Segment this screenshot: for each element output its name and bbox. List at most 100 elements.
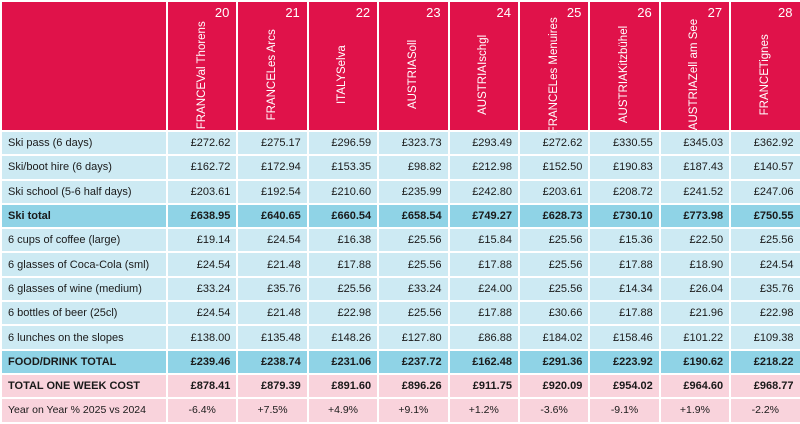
cost-cell: £17.88 xyxy=(588,300,661,327)
cost-cell: £25.56 xyxy=(377,251,450,278)
cost-cell: £891.60 xyxy=(306,372,380,400)
cost-cell: £275.17 xyxy=(236,129,309,157)
cost-cell: £25.56 xyxy=(377,300,450,327)
cost-cell: £17.88 xyxy=(588,251,661,278)
cost-cell: £148.26 xyxy=(306,324,380,351)
table-row: Ski pass (6 days) £272.62 £275.17 £296.59 £3… xyxy=(0,129,800,157)
cost-cell: £127.80 xyxy=(377,324,450,351)
rank-number: 28 xyxy=(778,5,793,20)
cost-cell: +1.9% xyxy=(658,397,732,424)
cost-cell: £135.48 xyxy=(236,324,309,351)
rank-number: 24 xyxy=(496,5,511,20)
cost-cell: £86.88 xyxy=(447,324,520,351)
resort-header: 20 FRANCE Val Thorens xyxy=(165,0,239,132)
cost-cell: £30.66 xyxy=(517,300,591,327)
cost-cell: -3.6% xyxy=(517,397,591,424)
rank-number: 22 xyxy=(355,5,371,20)
cost-cell: £21.48 xyxy=(236,300,309,327)
resort-name: Selva xyxy=(336,45,349,75)
cost-cell: £24.54 xyxy=(165,251,239,278)
cost-cell: £21.48 xyxy=(236,251,309,278)
cost-cell: £638.95 xyxy=(165,202,239,230)
cost-cell: £272.62 xyxy=(165,129,239,157)
table-row: Year on Year % 2025 vs 2024 -6.4% +7.5% +4.… xyxy=(0,397,800,424)
cost-cell: £24.54 xyxy=(165,300,239,327)
cost-cell: £101.22 xyxy=(658,324,732,351)
country-name: FRANCE xyxy=(266,73,279,121)
rank-number: 20 xyxy=(214,5,230,20)
row-label: TOTAL ONE WEEK COST xyxy=(0,372,168,400)
cost-cell: £238.74 xyxy=(236,348,309,375)
cost-cell: £16.38 xyxy=(306,227,380,254)
cost-cell: £153.35 xyxy=(306,154,380,181)
rank-number: 26 xyxy=(637,5,652,20)
row-label: Ski/boot hire (6 days) xyxy=(0,154,168,181)
resort-name: Les Arcs xyxy=(266,29,279,74)
country-name: FRANCE xyxy=(547,85,560,134)
resort-header: 21 FRANCE Les Arcs xyxy=(236,0,309,132)
resort-name: Val Thorens xyxy=(195,20,208,82)
country-name: AUSTRIA xyxy=(406,59,419,110)
resort-header: 23 AUSTRIA Soll xyxy=(377,0,450,132)
cost-cell: £896.26 xyxy=(377,372,450,400)
cost-cell: £33.24 xyxy=(377,275,450,303)
row-label: Ski pass (6 days) xyxy=(0,129,168,157)
table-row: 6 cups of coffee (large) £19.14 £24.54 £16.… xyxy=(0,227,800,254)
table-body: Ski pass (6 days) £272.62 £275.17 £296.59 £3… xyxy=(0,129,800,424)
cost-cell: £187.43 xyxy=(658,154,732,181)
cost-cell: £954.02 xyxy=(588,372,661,400)
resort-header: 26 AUSTRIA Kitzbühel xyxy=(588,0,661,132)
row-label: 6 glasses of Coca-Cola (sml) xyxy=(0,251,168,278)
cost-cell: £98.82 xyxy=(377,154,450,181)
rank-number: 27 xyxy=(707,5,723,20)
cost-cell: £35.76 xyxy=(729,275,800,303)
cost-cell: £235.99 xyxy=(377,178,450,205)
row-label: FOOD/DRINK TOTAL xyxy=(0,348,168,375)
cost-cell: £239.46 xyxy=(165,348,239,375)
cost-cell: +9.1% xyxy=(377,397,450,424)
cost-cell: £15.36 xyxy=(588,227,661,254)
resort-name: Kitzbühel xyxy=(618,26,631,74)
rank-number: 23 xyxy=(426,5,441,20)
cost-cell: £296.59 xyxy=(306,129,380,157)
cost-cell: £109.38 xyxy=(729,324,800,351)
cost-cell: £192.54 xyxy=(236,178,309,205)
cost-cell: £749.27 xyxy=(447,202,520,230)
resort-header: 22 ITALY Selva xyxy=(306,0,380,132)
cost-cell: £17.88 xyxy=(447,300,520,327)
country-name: AUSTRIA xyxy=(477,65,490,115)
cost-cell: £22.50 xyxy=(658,227,732,254)
cost-cell: £162.72 xyxy=(165,154,239,181)
cost-cell: £138.00 xyxy=(165,324,239,351)
cost-cell: £162.48 xyxy=(447,348,520,375)
row-label: 6 glasses of wine (medium) xyxy=(0,275,168,303)
resort-name: Soll xyxy=(406,40,419,60)
cost-cell: £172.94 xyxy=(236,154,309,181)
cost-cell: £26.04 xyxy=(658,275,732,303)
cost-cell: £920.09 xyxy=(517,372,591,400)
resort-name: Les Menuires xyxy=(547,16,560,86)
cost-cell: £25.56 xyxy=(517,275,591,303)
resort-header: 28 FRANCE Tignes xyxy=(729,0,800,132)
resort-name: Zell am See xyxy=(688,19,701,81)
cost-cell: £25.56 xyxy=(729,227,800,254)
resort-header: 25 FRANCE Les Menuires xyxy=(517,0,591,134)
cost-cell: £17.88 xyxy=(447,251,520,278)
cost-cell: £22.98 xyxy=(729,300,800,327)
cost-cell: £15.84 xyxy=(447,227,520,254)
table-row: 6 bottles of beer (25cl) £24.54 £21.48 £22.… xyxy=(0,300,800,327)
resort-name: Tignes xyxy=(758,34,771,69)
cost-cell: £291.36 xyxy=(517,348,591,375)
table-row: Ski school (5-6 half days) £203.61 £192.54… xyxy=(0,178,800,205)
cost-cell: £14.34 xyxy=(588,275,661,303)
row-label: 6 lunches on the slopes xyxy=(0,324,168,351)
header-corner xyxy=(0,0,168,132)
country-name: FRANCE xyxy=(195,81,208,130)
cost-cell: £218.22 xyxy=(729,348,800,375)
cost-cell: £345.03 xyxy=(658,129,732,157)
cost-cell: £362.92 xyxy=(729,129,800,157)
country-name: AUSTRIA xyxy=(618,73,631,124)
cost-cell: £22.98 xyxy=(306,300,380,327)
table-row: 6 lunches on the slopes £138.00 £135.48 £14… xyxy=(0,324,800,351)
